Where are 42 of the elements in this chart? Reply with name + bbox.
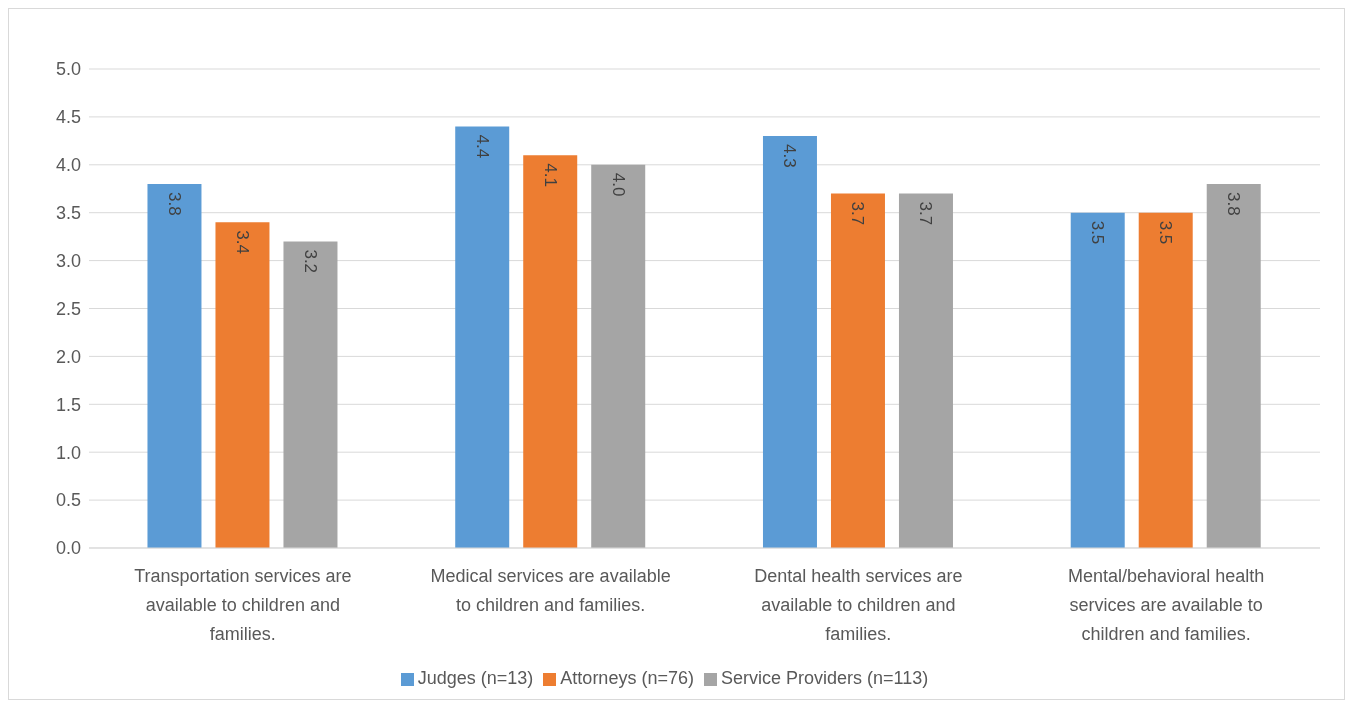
y-tick-label: 0.5 <box>55 490 81 511</box>
legend-label: Attorneys (n=76) <box>560 668 694 688</box>
data-label: 3.5 <box>1088 220 1108 245</box>
y-tick-label: 3.0 <box>55 250 81 271</box>
data-label: 3.2 <box>300 249 320 274</box>
bar <box>591 164 646 548</box>
data-label: 3.4 <box>232 230 252 254</box>
data-label: 3.8 <box>1224 191 1244 216</box>
data-label: 4.0 <box>608 172 628 197</box>
x-tick-label: Medical services are available to children and families. <box>430 566 671 615</box>
legend-label: Judges (n=13) <box>417 668 534 688</box>
data-label: 3.7 <box>916 201 936 226</box>
bar <box>898 193 953 548</box>
legend-label: Service Providers (n=113) <box>720 668 929 688</box>
y-tick-label: 2.5 <box>55 298 81 319</box>
data-label: 3.5 <box>1156 220 1176 245</box>
bar <box>455 126 510 548</box>
x-tick-label: Transportation services are available to children and families. <box>134 566 352 644</box>
bar <box>830 193 885 548</box>
x-tick-label: Dental health services are available to children and families. <box>754 566 963 644</box>
y-tick-label: 3.5 <box>55 203 81 224</box>
x-tick-label: Mental/behavioral health services are available to children and families. <box>1068 566 1265 644</box>
y-tick-label: 4.0 <box>55 155 81 176</box>
bar <box>762 136 817 548</box>
y-tick-label: 5.0 <box>55 59 81 80</box>
data-label: 4.3 <box>780 144 800 168</box>
data-label: 4.4 <box>472 134 492 159</box>
bar <box>215 222 270 548</box>
bar <box>283 241 338 548</box>
y-tick-label: 1.0 <box>55 442 81 463</box>
bar <box>1070 212 1125 548</box>
y-tick-label: 1.5 <box>55 394 81 415</box>
bar <box>523 155 578 548</box>
data-label: 3.7 <box>848 201 868 226</box>
bar <box>1206 183 1261 548</box>
y-tick-label: 4.5 <box>55 107 81 128</box>
y-tick-label: 0.0 <box>55 538 81 559</box>
y-tick-label: 2.0 <box>55 346 81 367</box>
bar <box>147 183 202 548</box>
bar <box>1138 212 1193 548</box>
data-label: 3.8 <box>164 191 184 216</box>
data-label: 4.1 <box>540 163 560 187</box>
